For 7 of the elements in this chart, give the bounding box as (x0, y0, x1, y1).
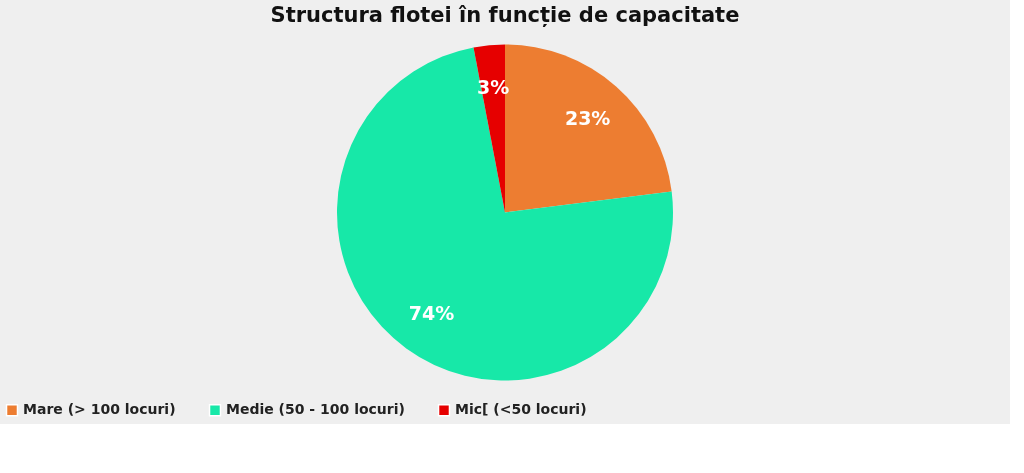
pie-slice (337, 47, 673, 381)
legend-label: Medie (50 - 100 locuri) (226, 401, 405, 418)
chart-title: Structura flotei în funcție de capacitate (270, 3, 740, 28)
data-label: 23% (564, 106, 611, 129)
data-label: 74% (408, 301, 455, 324)
legend-label: Mic[ (<50 locuri) (455, 401, 587, 418)
legend-label: Mare (> 100 locuri) (23, 401, 176, 418)
